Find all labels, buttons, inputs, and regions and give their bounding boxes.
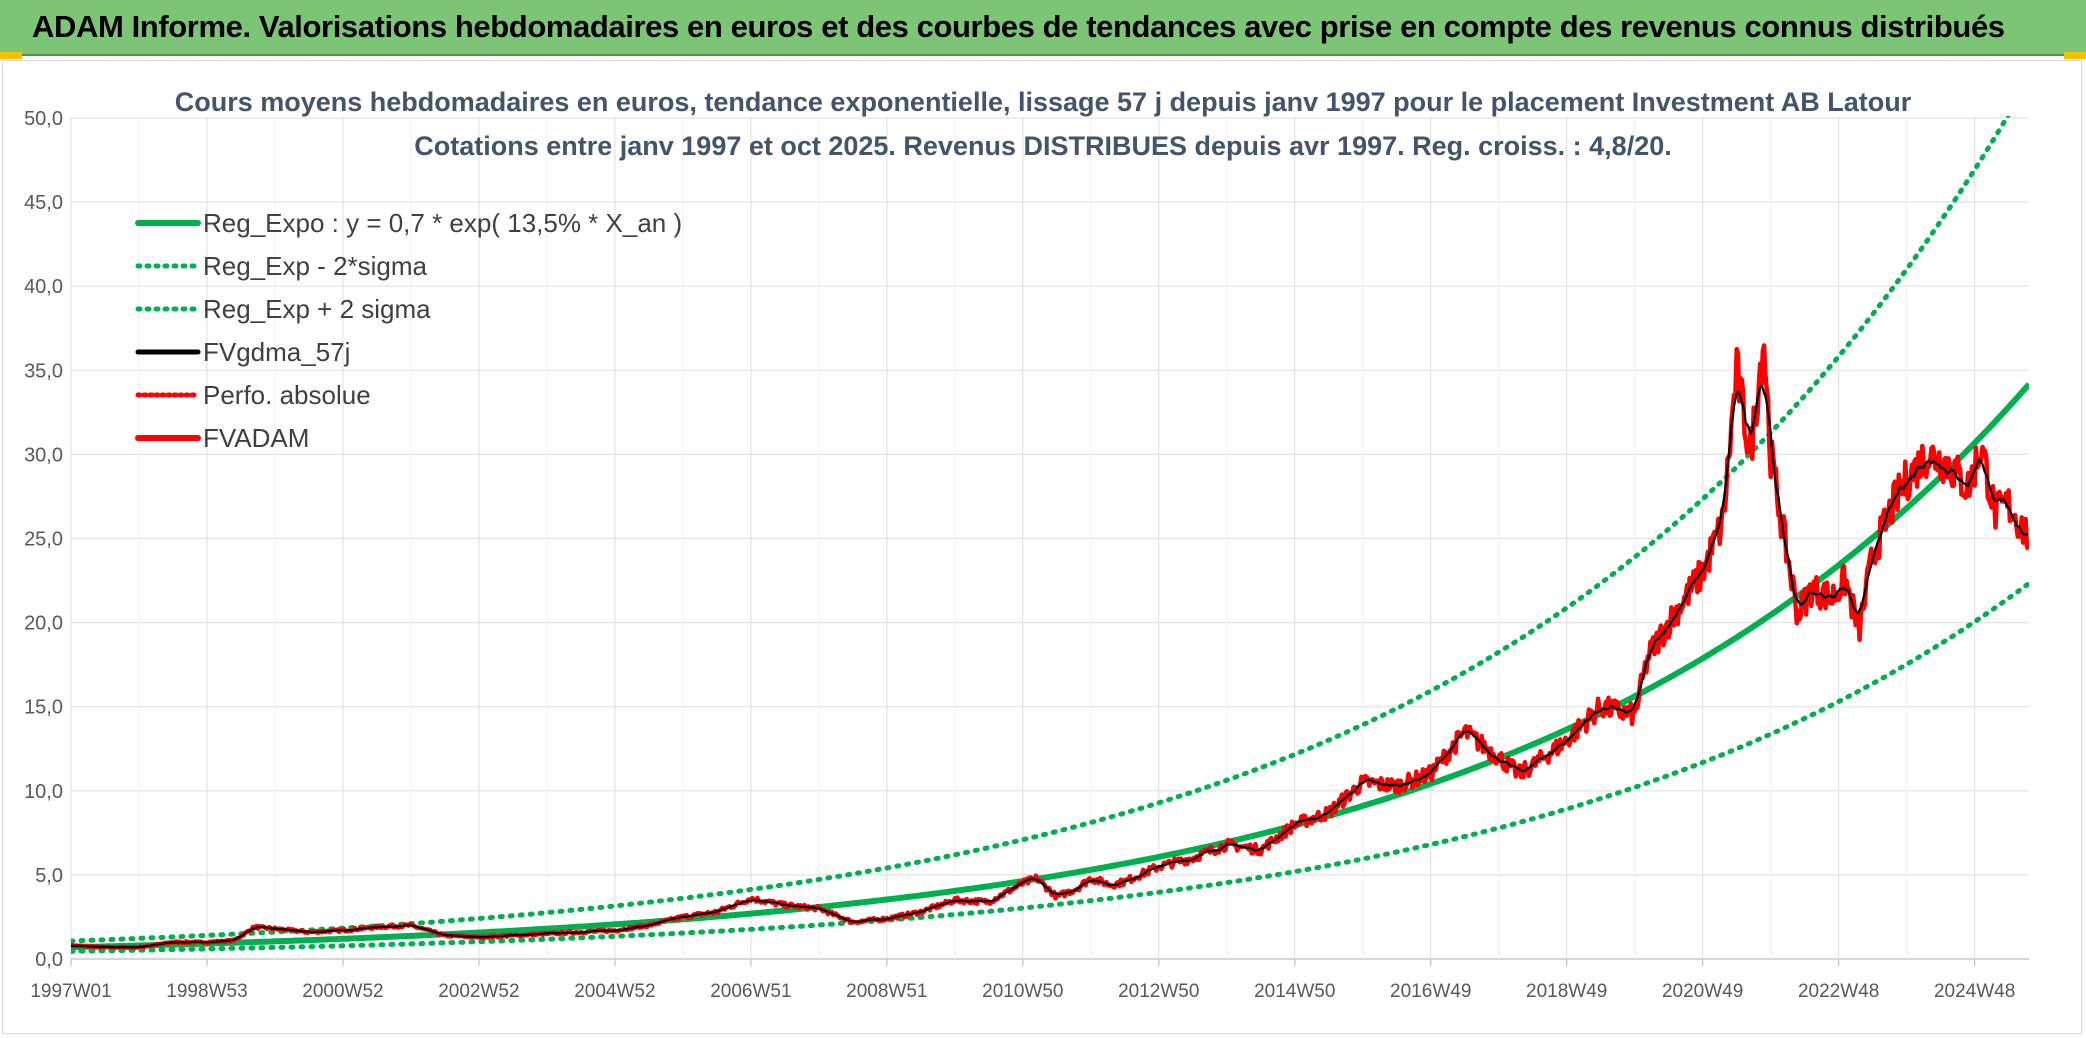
grid-layer xyxy=(70,117,2029,966)
y-tick-label: 35,0 xyxy=(24,360,63,382)
y-tick-label: 50,0 xyxy=(24,108,63,130)
x-tick-label: 2014W50 xyxy=(1254,981,1335,1002)
series-layer xyxy=(71,116,2029,954)
chart-frame: 0,0 5,0 10,0 15,0 20,0 25,0 30,0 35,0 40,0 45,0 50… xyxy=(2,60,2082,1034)
x-tick-label: 1997W01 xyxy=(30,981,111,1002)
y-tick-label: 45,0 xyxy=(24,192,63,214)
y-tick-label: 20,0 xyxy=(24,613,63,635)
x-tick-label: 2000W52 xyxy=(302,981,383,1002)
report-title: ADAM Informe. Valorisations hebdomadaire… xyxy=(32,9,2005,44)
y-tick-label: 25,0 xyxy=(24,529,63,551)
x-tick-label: 2022W48 xyxy=(1798,981,1879,1002)
y-tick-label: 0,0 xyxy=(35,949,63,971)
series-line-perfo-absolue xyxy=(71,345,2029,949)
x-tick-label: 2016W49 xyxy=(1390,981,1471,1002)
x-tick-label: 1998W53 xyxy=(166,981,247,1002)
series-line-fvadam xyxy=(71,343,2029,950)
chart-subtitle: Cotations entre janv 1997 et oct 2025. R… xyxy=(414,131,1672,161)
x-tick-label: 2010W50 xyxy=(982,981,1063,1002)
y-tick-label: 40,0 xyxy=(24,276,63,298)
x-tick-label: 2008W51 xyxy=(846,981,927,1002)
x-tick-label: 2012W50 xyxy=(1118,981,1199,1002)
axis-ticks: 0,0 5,0 10,0 15,0 20,0 25,0 30,0 35,0 40,0 45,0 50… xyxy=(24,108,2015,1002)
x-tick-label: 2002W52 xyxy=(438,981,519,1002)
legend-label-trend: Reg_Expo : y = 0,7 * exp( 13,5% * X_an ) xyxy=(203,208,682,238)
x-tick-label: 2004W52 xyxy=(574,981,655,1002)
y-tick-label: 30,0 xyxy=(24,444,63,466)
corner-marker-left xyxy=(0,52,22,59)
corner-marker-right xyxy=(2064,52,2086,59)
legend: Reg_Expo : y = 0,7 * exp( 13,5% * X_an )… xyxy=(135,208,682,453)
y-tick-label: 15,0 xyxy=(24,697,63,719)
legend-label-price: FVADAM xyxy=(203,423,309,453)
x-tick-label: 2006W51 xyxy=(710,981,791,1002)
y-tick-label: 5,0 xyxy=(35,865,63,887)
x-tick-label: 2020W49 xyxy=(1662,981,1743,1002)
chart-title: Cours moyens hebdomadaires en euros, ten… xyxy=(175,87,1912,117)
legend-label-lower: Reg_Exp - 2*sigma xyxy=(203,251,428,281)
legend-label-smooth: FVgdma_57j xyxy=(203,337,350,367)
y-tick-label: 10,0 xyxy=(24,781,63,803)
series-line-lower-sigma xyxy=(71,580,2029,954)
series-line-upper-sigma xyxy=(71,116,2011,944)
series-line-regression xyxy=(71,382,2029,951)
legend-label-perfo: Perfo. absolue xyxy=(203,380,371,410)
series-line-fvgdma xyxy=(71,384,2029,949)
legend-label-upper: Reg_Exp + 2 sigma xyxy=(203,294,431,324)
chart-svg: 0,0 5,0 10,0 15,0 20,0 25,0 30,0 35,0 40,0 45,0 50… xyxy=(24,87,2029,1002)
x-tick-label: 2024W48 xyxy=(1934,981,2015,1002)
report-banner: ADAM Informe. Valorisations hebdomadaire… xyxy=(0,0,2086,56)
x-tick-label: 2018W49 xyxy=(1526,981,1607,1002)
